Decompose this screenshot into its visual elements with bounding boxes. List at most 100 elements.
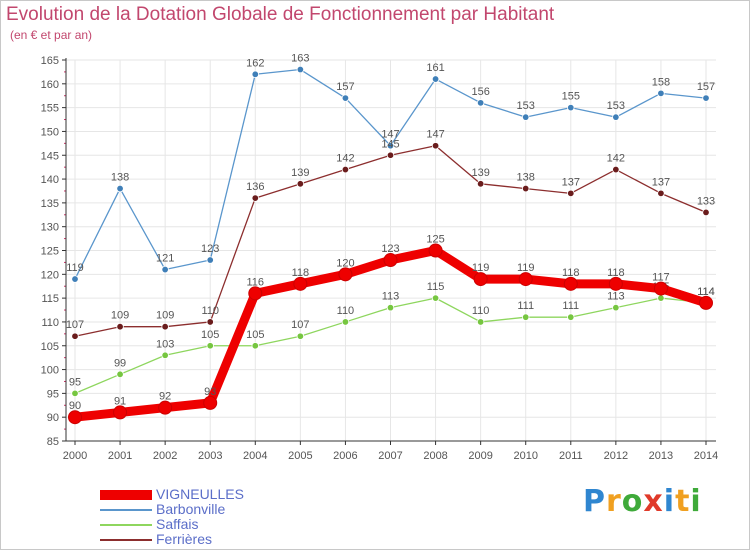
logo-letter: o — [621, 484, 644, 519]
y-tick-label-95: 95 — [47, 388, 59, 400]
x-tick-label-2014: 2014 — [694, 450, 718, 462]
data-point-ferrieres — [567, 189, 575, 198]
data-point-vigneulles — [428, 243, 443, 258]
data-point-barbonville — [251, 70, 259, 78]
x-tick-label-2006: 2006 — [333, 450, 357, 462]
data-label-ferrieres: 142 — [336, 153, 354, 165]
x-tick-label-2002: 2002 — [153, 450, 177, 462]
data-point-saffais — [612, 303, 620, 312]
data-label-ferrieres: 107 — [66, 319, 84, 331]
data-label-vigneulles: 119 — [517, 262, 535, 274]
x-tick-label-2012: 2012 — [604, 450, 628, 462]
legend-swatch-saffais — [100, 524, 152, 526]
data-label-barbonville: 119 — [66, 262, 84, 274]
data-label-ferrieres: 142 — [607, 153, 625, 165]
data-label-saffais: 110 — [337, 305, 355, 317]
data-point-barbonville — [657, 89, 665, 98]
legend-label-barbonville: Barbonville — [156, 501, 226, 517]
data-point-saffais — [206, 342, 214, 350]
data-point-saffais — [116, 370, 124, 379]
y-tick-label-100: 100 — [41, 365, 59, 377]
x-tick-label-2009: 2009 — [468, 450, 492, 462]
x-tick-label-2004: 2004 — [243, 450, 267, 462]
series-vigneulles: 90 91 92 93 116 118 120 123 125 119 119 118 118 117 11… — [68, 234, 715, 425]
data-label-saffais: 115 — [427, 281, 445, 293]
data-point-saffais — [341, 318, 350, 326]
data-label-vigneulles: 123 — [381, 243, 399, 255]
data-label-saffais: 105 — [246, 329, 264, 341]
data-label-vigneulles: 91 — [114, 395, 126, 407]
y-tick-label-115: 115 — [41, 293, 59, 305]
data-point-vigneulles — [518, 272, 533, 287]
data-point-ferrieres — [251, 194, 259, 202]
x-tick-label-2007: 2007 — [378, 450, 402, 462]
data-point-ferrieres — [657, 189, 665, 198]
data-label-barbonville: 157 — [336, 81, 354, 93]
y-tick-label-85: 85 — [47, 436, 59, 448]
data-label-vigneulles: 93 — [204, 386, 216, 398]
data-label-ferrieres: 139 — [471, 167, 489, 179]
data-label-vigneulles: 114 — [697, 286, 715, 298]
data-point-ferrieres — [341, 165, 350, 174]
data-point-vigneulles — [158, 400, 173, 415]
data-point-barbonville — [296, 65, 305, 74]
data-point-saffais — [657, 294, 665, 302]
data-label-barbonville: 163 — [291, 53, 309, 65]
logo-letter: i — [690, 484, 702, 519]
y-tick-label-160: 160 — [41, 79, 59, 91]
data-point-vigneulles — [383, 253, 398, 268]
data-label-saffais: 114 — [697, 286, 715, 298]
data-point-vigneulles — [473, 272, 488, 287]
y-tick-label-155: 155 — [41, 103, 59, 115]
data-point-ferrieres — [431, 142, 440, 150]
x-tick-label-2005: 2005 — [288, 450, 312, 462]
data-label-vigneulles: 118 — [562, 267, 580, 279]
data-point-ferrieres — [161, 323, 169, 331]
data-point-vigneulles — [248, 286, 263, 301]
data-label-saffais: 111 — [517, 300, 534, 312]
data-label-ferrieres: 136 — [246, 181, 264, 193]
data-point-ferrieres — [386, 151, 395, 159]
data-point-ferrieres — [116, 323, 124, 331]
data-label-saffais: 113 — [607, 291, 625, 303]
x-tick-label-2003: 2003 — [198, 450, 222, 462]
y-tick-label-140: 140 — [41, 174, 59, 186]
data-point-barbonville — [567, 103, 575, 112]
data-label-barbonville: 162 — [246, 57, 264, 69]
data-point-vigneulles — [563, 276, 578, 291]
data-point-barbonville — [612, 113, 620, 121]
data-label-vigneulles: 118 — [607, 267, 625, 279]
data-point-saffais — [71, 389, 79, 398]
data-point-saffais — [431, 294, 440, 302]
data-label-barbonville: 157 — [697, 81, 715, 93]
data-label-saffais: 107 — [291, 319, 309, 331]
legend-label-ferrieres: Ferrières — [156, 531, 213, 547]
logo-letter: t — [675, 484, 691, 519]
logo-letter: P — [583, 484, 606, 519]
legend-swatch-barbonville — [100, 509, 152, 511]
data-point-vigneulles — [608, 276, 623, 291]
data-label-saffais: 103 — [156, 338, 174, 350]
data-label-saffais: 105 — [201, 329, 219, 341]
data-point-vigneulles — [653, 281, 668, 296]
data-label-barbonville: 153 — [517, 100, 535, 112]
data-label-saffais: 110 — [472, 305, 490, 317]
chart-subtitle: (en € et par an) — [10, 28, 93, 42]
data-label-barbonville: 123 — [201, 243, 219, 255]
data-point-barbonville — [476, 99, 485, 107]
data-point-saffais — [161, 351, 169, 359]
data-label-vigneulles: 92 — [159, 391, 171, 403]
y-tick-label-90: 90 — [47, 412, 59, 424]
data-label-ferrieres: 137 — [652, 176, 670, 188]
data-point-barbonville — [522, 113, 530, 121]
x-tick-label-2013: 2013 — [649, 450, 673, 462]
y-tick-label-105: 105 — [41, 341, 59, 353]
x-tick-label-2008: 2008 — [423, 450, 447, 462]
data-label-ferrieres: 145 — [381, 138, 399, 150]
data-point-saffais — [296, 332, 305, 340]
data-point-barbonville — [386, 142, 395, 150]
data-point-vigneulles — [113, 405, 128, 420]
logo-letter: r — [606, 484, 622, 519]
data-label-barbonville: 138 — [111, 172, 129, 184]
data-point-vigneulles — [293, 276, 308, 291]
